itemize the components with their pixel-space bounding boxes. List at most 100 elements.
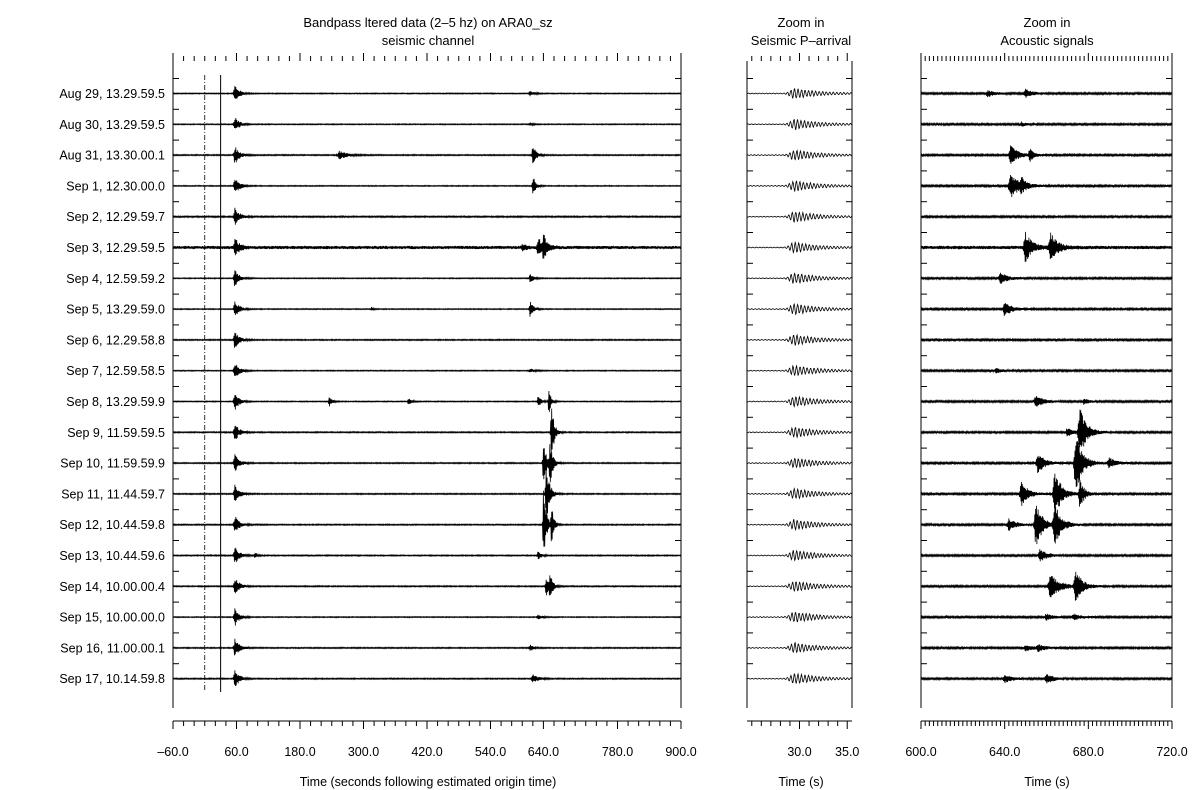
x-tick-label: 420.0 bbox=[411, 745, 442, 759]
x-tick-label: 720.0 bbox=[1156, 745, 1187, 759]
x-tick-label: 640.0 bbox=[989, 745, 1020, 759]
row-label: Sep 12, 10.44.59.8 bbox=[59, 518, 165, 532]
p-arrival-trace bbox=[746, 395, 853, 408]
acoustic-panel: 600.0 640.0 680.0 720.0 bbox=[905, 53, 1188, 759]
x-tick-label: 180.0 bbox=[284, 745, 315, 759]
p-arrival-trace bbox=[746, 426, 853, 439]
row-label: Sep 13, 10.44.59.6 bbox=[59, 549, 165, 563]
full-record-trace bbox=[172, 608, 682, 626]
full-panel-title-line-1: Bandpass ltered data (2–5 hz) on ARA0_sz bbox=[303, 15, 552, 30]
row-label: Aug 29, 13.29.59.5 bbox=[59, 87, 165, 101]
acoustic-trace bbox=[920, 214, 1173, 220]
row-label: Sep 8, 13.29.59.9 bbox=[66, 395, 165, 409]
p-arrival-trace bbox=[746, 149, 853, 161]
full-record-trace bbox=[172, 178, 682, 194]
full-record-trace bbox=[172, 547, 682, 563]
p-arrival-trace bbox=[746, 240, 853, 255]
full-record-trace bbox=[172, 86, 682, 99]
acoustic-trace bbox=[920, 121, 1173, 127]
full-record-trace bbox=[172, 207, 682, 225]
full-record-trace bbox=[172, 408, 682, 454]
acoustic-trace bbox=[920, 549, 1173, 562]
full-record-panel: –60.0 60.0 180.0 300.0 420.0 540.0 640.0 780.0 9… bbox=[157, 53, 697, 759]
x-tick-label: 900.0 bbox=[665, 745, 696, 759]
row-label: Sep 11, 11.44.59.7 bbox=[61, 487, 165, 501]
full-record-trace bbox=[172, 270, 682, 287]
row-label: Sep 6, 12.29.58.8 bbox=[66, 333, 165, 347]
p-arrival-x-axis-title: Time (s) bbox=[778, 775, 823, 789]
full-record-trace bbox=[172, 234, 682, 259]
p-arrival-trace bbox=[746, 672, 853, 684]
row-label: Sep 5, 13.29.59.0 bbox=[66, 303, 165, 317]
row-label: Sep 4, 12.59.59.2 bbox=[66, 272, 165, 286]
panel-titles: Bandpass ltered data (2–5 hz) on ARA0_sz… bbox=[303, 15, 1094, 48]
p-arrival-trace bbox=[746, 118, 853, 131]
row-label: Sep 1, 12.30.00.0 bbox=[66, 179, 165, 193]
x-tick-label: 35.0 bbox=[835, 745, 859, 759]
acoustic-trace bbox=[920, 473, 1173, 515]
p-arrival-trace bbox=[746, 211, 853, 223]
row-label: Sep 14, 10.00.00.4 bbox=[59, 580, 165, 594]
full-record-trace bbox=[172, 638, 682, 656]
axis-titles: Time (seconds following estimated origin… bbox=[300, 775, 1070, 789]
acoustic-trace bbox=[920, 231, 1173, 262]
acoustic-trace bbox=[920, 337, 1173, 343]
x-tick-label: 540.0 bbox=[475, 745, 506, 759]
p-arrival-trace bbox=[746, 519, 853, 532]
acoustic-trace bbox=[920, 674, 1173, 684]
x-tick-label: 600.0 bbox=[905, 745, 936, 759]
p-arrival-trace bbox=[746, 457, 853, 469]
acoustic-trace bbox=[920, 175, 1173, 198]
acoustic-trace bbox=[920, 88, 1173, 98]
acoustic-trace bbox=[920, 505, 1173, 545]
full-record-trace bbox=[172, 332, 682, 348]
p-arrival-trace bbox=[746, 333, 853, 347]
p-arrival-panel-title-line-1: Zoom in bbox=[778, 15, 825, 30]
x-tick-label: 30.0 bbox=[787, 745, 811, 759]
p-arrival-panel: 30.0 35.0 bbox=[746, 53, 859, 759]
full-record-trace bbox=[172, 301, 682, 317]
full-panel-x-axis-title: Time (seconds following estimated origin… bbox=[300, 775, 557, 789]
full-record-trace bbox=[172, 465, 682, 521]
x-tick-label: 300.0 bbox=[348, 745, 379, 759]
row-label: Sep 15, 10.00.00.0 bbox=[59, 611, 165, 625]
acoustic-panel-title-line-1: Zoom in bbox=[1024, 15, 1071, 30]
row-label: Sep 16, 11.00.00.1 bbox=[60, 641, 165, 655]
full-record-trace bbox=[172, 364, 682, 376]
acoustic-trace bbox=[920, 303, 1173, 316]
acoustic-trace bbox=[920, 368, 1173, 374]
acoustic-panel-title-line-2: Acoustic signals bbox=[1000, 33, 1094, 48]
acoustic-trace bbox=[920, 613, 1173, 621]
p-arrival-trace bbox=[746, 272, 853, 285]
row-label: Sep 2, 12.29.59.7 bbox=[66, 210, 165, 224]
full-record-trace bbox=[172, 490, 682, 547]
acoustic-trace bbox=[920, 145, 1173, 164]
p-arrival-trace bbox=[746, 487, 853, 500]
full-record-trace bbox=[172, 147, 682, 164]
row-label: Sep 7, 12.59.58.5 bbox=[66, 364, 165, 378]
p-arrival-trace bbox=[746, 180, 853, 192]
x-tick-label: 60.0 bbox=[224, 745, 248, 759]
row-label: Aug 30, 13.29.59.5 bbox=[59, 118, 165, 132]
acoustic-x-axis-title: Time (s) bbox=[1024, 775, 1069, 789]
x-tick-label: 680.0 bbox=[1073, 745, 1104, 759]
p-arrival-trace bbox=[746, 641, 853, 654]
p-arrival-panel-title-line-2: Seismic P–arrival bbox=[751, 33, 852, 48]
p-arrival-trace bbox=[746, 302, 853, 316]
acoustic-trace bbox=[920, 571, 1173, 601]
x-tick-label: 780.0 bbox=[602, 745, 633, 759]
p-arrival-trace bbox=[746, 549, 853, 562]
p-arrival-trace bbox=[746, 364, 853, 377]
acoustic-trace bbox=[920, 272, 1173, 284]
row-label: Sep 3, 12.29.59.5 bbox=[66, 241, 165, 255]
p-arrival-trace bbox=[746, 581, 853, 593]
p-arrival-trace bbox=[746, 611, 853, 623]
full-panel-title-line-2: seismic channel bbox=[382, 33, 475, 48]
full-record-trace bbox=[172, 670, 682, 686]
p-arrival-trace bbox=[746, 87, 853, 100]
acoustic-trace bbox=[920, 409, 1173, 448]
row-label: Sep 10, 11.59.59.9 bbox=[60, 457, 165, 471]
acoustic-trace bbox=[920, 644, 1173, 652]
x-tick-label: –60.0 bbox=[157, 745, 188, 759]
